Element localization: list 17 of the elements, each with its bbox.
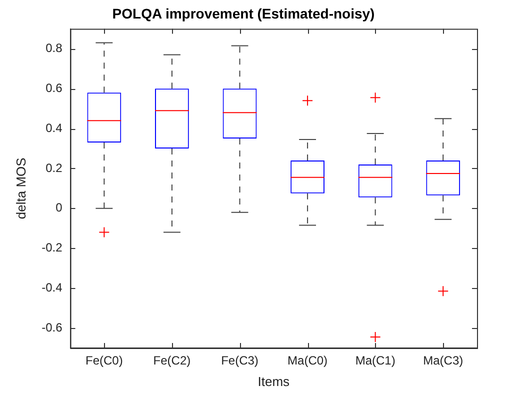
y-tick-label: 0.8 — [46, 41, 63, 56]
x-axis-title: Items — [258, 374, 290, 389]
y-axis-title: delta MOS — [13, 157, 28, 220]
y-tick-label: -0.4 — [42, 280, 63, 294]
y-tick-label: 0.4 — [46, 120, 63, 135]
y-tick-label: 0 — [56, 200, 63, 215]
x-tick-label: Fe(C2) — [153, 354, 191, 368]
y-tick-label: 0.6 — [46, 80, 63, 95]
y-tick-label: -0.2 — [42, 240, 63, 255]
x-tick-label: Ma(C0) — [288, 354, 328, 368]
x-tick-label: Ma(C1) — [355, 354, 396, 368]
x-tick-label: Fe(C0) — [86, 354, 123, 368]
y-tick-label: -0.6 — [42, 320, 63, 334]
x-tick-label: Fe(C3) — [221, 354, 258, 368]
x-tick-label: Ma(C3) — [423, 354, 464, 368]
y-tick-label: 0.2 — [46, 160, 63, 175]
chart-title: POLQA improvement (Estimated-noisy) — [112, 5, 375, 22]
